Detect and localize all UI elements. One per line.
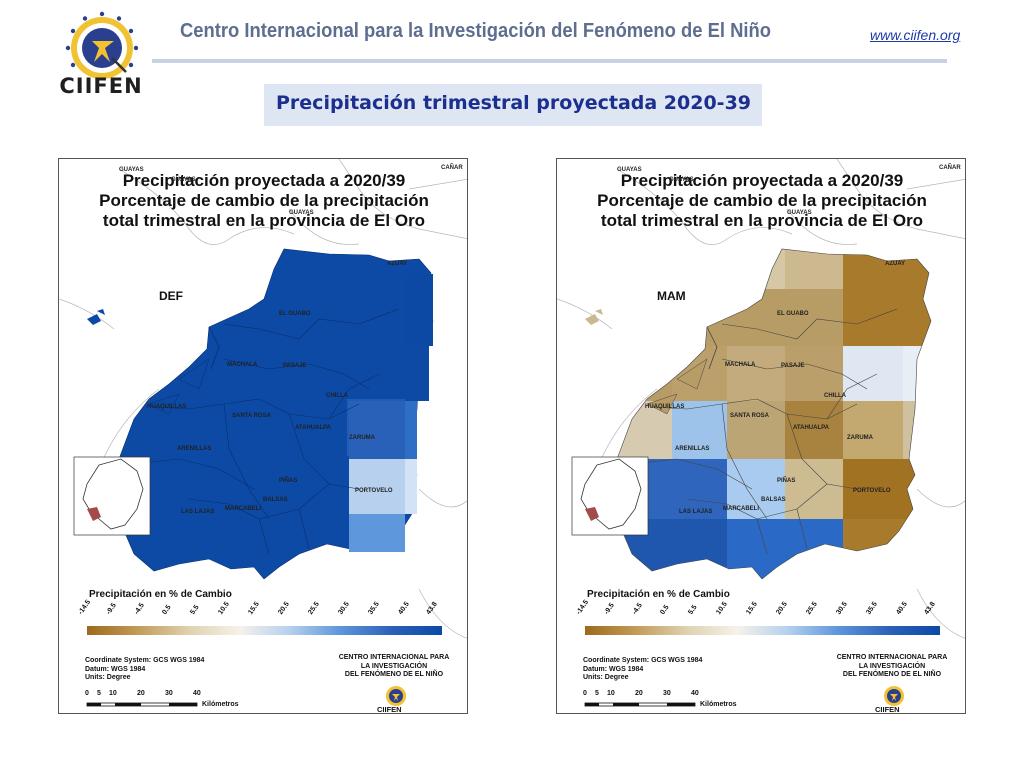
units: Units: Degree [583,674,629,681]
map-title-line-2: Porcentaje de cambio de la precipitación [597,191,927,210]
map-metadata: Coordinate System: GCS WGS 1984 Datum: W… [85,657,204,683]
scale-tick: 10 [109,690,117,697]
place-label-las-lajas: LAS LAJAS [679,509,713,515]
place-label-balsas: BALSAS [761,497,786,503]
org-line-2: LA INVESTIGACIÓN [360,662,428,670]
map-base-def [59,159,467,639]
scale-unit: Kilómetros [202,701,239,708]
place-label-arenillas: ARENILLAS [177,446,212,452]
place-label-pinas: PIÑAS [279,478,298,484]
datum: Datum: WGS 1984 [583,665,644,673]
place-label-zaruma: ZARUMA [847,435,873,441]
slide-title: Precipitación trimestral proyectada 2020… [276,92,752,114]
place-label-el-guabo: EL GUABO [279,311,311,317]
coord-system: Coordinate System: GCS WGS 1984 [583,657,703,664]
map-title-line-1: Precipitación proyectada a 2020/39 [620,171,904,190]
scale-tick: 20 [635,690,643,697]
legend-title: Precipitación en % de Cambio [89,589,232,600]
place-label-chilla: CHILLA [326,393,348,399]
organization-title: Centro Internacional para la Investigaci… [180,20,771,42]
place-label-zaruma: ZARUMA [349,435,375,441]
place-label-portovelo: PORTOVELO [853,488,891,494]
slide-title-banner: Precipitación trimestral proyectada 2020… [264,84,762,126]
scale-tick: 0 [85,690,89,697]
place-label-huaquillas: HUAQUILLAS [645,404,685,410]
map-title-def: Precipitación proyectada a 2020/39 Porce… [59,171,467,231]
legend-colorbar [585,626,940,635]
place-label-las-lajas: LAS LAJAS [181,509,215,515]
org-line-2: LA INVESTIGACIÓN [858,662,926,670]
place-label-atahualpa: ATAHUALPA [793,425,829,431]
season-label: MAM [657,289,686,303]
place-label-guayas-2: GUAYAS [171,177,196,183]
scale-tick: 30 [663,690,671,697]
place-label-balsas: BALSAS [263,497,288,503]
place-label-pasaje: PASAJE [781,363,805,369]
place-label-guayas-2: GUAYAS [669,177,694,183]
coord-system: Coordinate System: GCS WGS 1984 [85,657,205,664]
scale-bar [584,702,696,707]
scale-tick: 30 [165,690,173,697]
ciifen-mini-wordmark: CIIFEN [377,705,402,714]
place-label-guayas: GUAYAS [617,167,642,173]
season-label: DEF [159,289,183,303]
place-label-canar: CAÑAR [441,165,463,171]
ciifen-mini-logo-icon [386,686,406,706]
scale-tick: 10 [607,690,615,697]
place-label-guayas-3: GUAYAS [787,210,812,216]
legend-title: Precipitación en % de Cambio [587,589,730,600]
header-divider [152,59,947,63]
place-label-azuay: AZUAY [885,261,906,267]
map-panel-mam: Precipitación proyectada a 2020/39 Porce… [556,158,966,714]
place-label-el-guabo: EL GUABO [777,311,809,317]
place-label-atahualpa: ATAHUALPA [295,425,331,431]
place-label-santa-rosa: SANTA ROSA [730,413,769,419]
place-label-azuay: AZUAY [387,261,408,267]
place-label-machala: MACHALA [725,362,756,368]
map-title-line-3: total trimestral en la provincia de El O… [102,211,426,230]
scale-tick: 5 [97,690,101,697]
map-title-line-3: total trimestral en la provincia de El O… [600,211,924,230]
place-label-arenillas: ARENILLAS [675,446,710,452]
map-metadata: Coordinate System: GCS WGS 1984 Datum: W… [583,657,702,683]
org-line-3: DEL FENÓMENO DE EL NIÑO [344,671,444,678]
place-label-huaquillas: HUAQUILLAS [147,404,187,410]
place-label-guayas-3: GUAYAS [289,210,314,216]
place-label-chilla: CHILLA [824,393,846,399]
place-label-pinas: PIÑAS [777,478,796,484]
scale-bar [86,702,198,707]
org-line-1: CENTRO INTERNACIONAL PARA [836,654,948,661]
scale-tick: 0 [583,690,587,697]
website-link[interactable]: www.ciifen.org [870,27,961,43]
map-title-mam: Precipitación proyectada a 2020/39 Porce… [557,171,965,231]
place-label-pasaje: PASAJE [283,363,307,369]
ciifen-mini-wordmark: CIIFEN [875,705,900,714]
place-label-canar: CAÑAR [939,165,961,171]
place-label-guayas: GUAYAS [119,167,144,173]
scale-tick: 40 [193,690,201,697]
place-label-portovelo: PORTOVELO [355,488,393,494]
scale-tick: 20 [137,690,145,697]
ciifen-wordmark: CIIFEN [59,74,143,98]
scale-tick: 40 [691,690,699,697]
org-line-1: CENTRO INTERNACIONAL PARA [338,654,450,661]
org-credit: CENTRO INTERNACIONAL PARA LA INVESTIGACI… [827,654,957,680]
units: Units: Degree [85,674,131,681]
scale-tick: 5 [595,690,599,697]
ciifen-mini-logo-icon [884,686,904,706]
place-label-santa-rosa: SANTA ROSA [232,413,271,419]
org-credit: CENTRO INTERNACIONAL PARA LA INVESTIGACI… [329,654,459,680]
scale-unit: Kilómetros [700,701,737,708]
org-line-3: DEL FENÓMENO DE EL NIÑO [842,671,942,678]
map-title-line-1: Precipitación proyectada a 2020/39 [122,171,406,190]
datum: Datum: WGS 1984 [85,665,146,673]
place-label-machala: MACHALA [227,362,258,368]
legend-colorbar [87,626,442,635]
map-title-line-2: Porcentaje de cambio de la precipitación [99,191,429,210]
place-label-marcabeli: MARCABELI [225,506,261,512]
ciifen-logo [65,11,139,79]
map-panel-def: Precipitación proyectada a 2020/39 Porce… [58,158,468,714]
place-label-marcabeli: MARCABELI [723,506,759,512]
map-base-mam [557,159,965,639]
